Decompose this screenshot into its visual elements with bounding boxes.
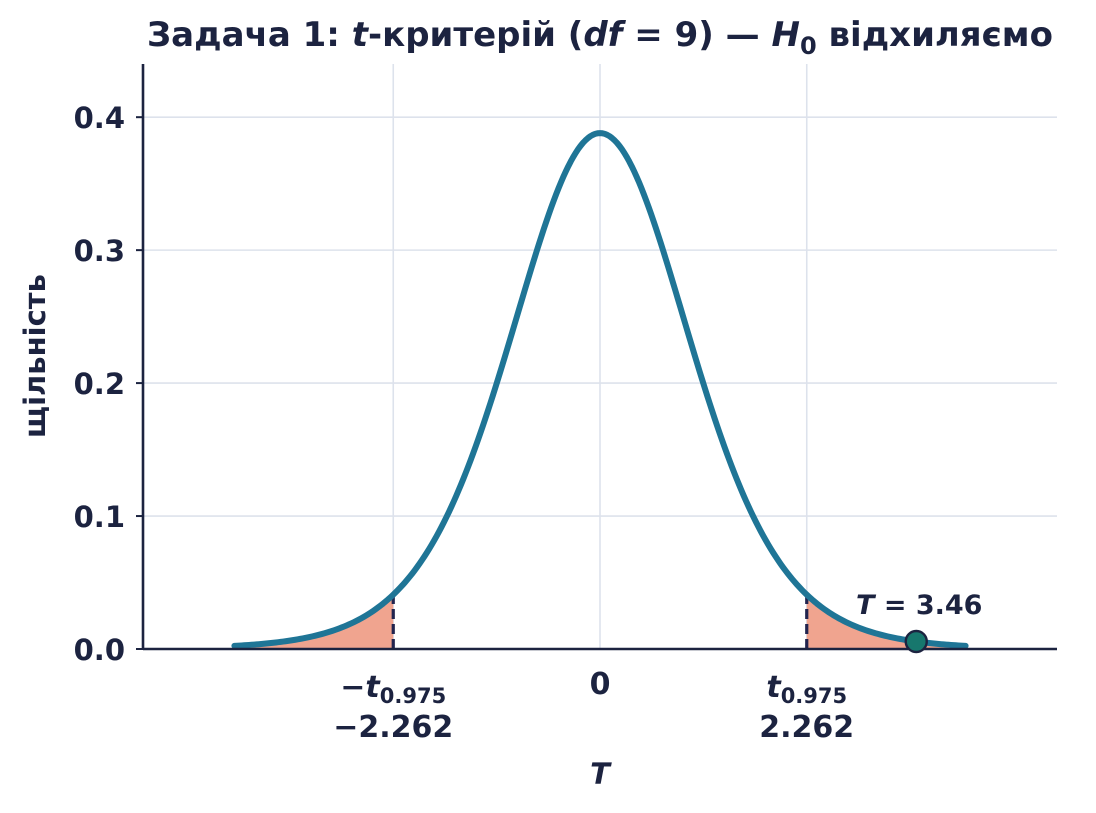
y-tick-label: 0.0 [74, 633, 125, 667]
critical-lines [391, 594, 809, 649]
axes [136, 64, 1057, 651]
x-axis-label: T [590, 757, 612, 791]
chart-title: Задача 1: t-критерій (df = 9) — H0 відхи… [147, 15, 1053, 60]
left-rejection-region [234, 594, 394, 649]
right-rejection-region [806, 594, 966, 649]
x-tick-symbol: t0.975 [766, 670, 847, 708]
statistic-annotation: T = 3.46 [856, 590, 982, 621]
density-curve [231, 130, 969, 649]
x-tick-symbol: −t0.975 [340, 670, 446, 708]
y-tick-label: 0.3 [74, 234, 125, 268]
y-tick-labels: 0.0 0.1 0.2 0.3 0.4 [74, 101, 125, 667]
grid [143, 64, 1057, 649]
y-axis-label: щільність [18, 274, 52, 438]
y-tick-label: 0.2 [74, 367, 125, 401]
x-tick-label: 2.262 [759, 710, 854, 745]
x-tick-label: 0 [590, 667, 611, 702]
x-tick-label: −2.262 [333, 710, 453, 745]
statistic-point [904, 629, 928, 654]
rejection-regions [234, 594, 966, 649]
y-tick-label: 0.1 [74, 500, 125, 534]
y-tick-label: 0.4 [74, 101, 125, 135]
statistic-point-group [904, 629, 928, 654]
density-curve-group [231, 130, 969, 649]
